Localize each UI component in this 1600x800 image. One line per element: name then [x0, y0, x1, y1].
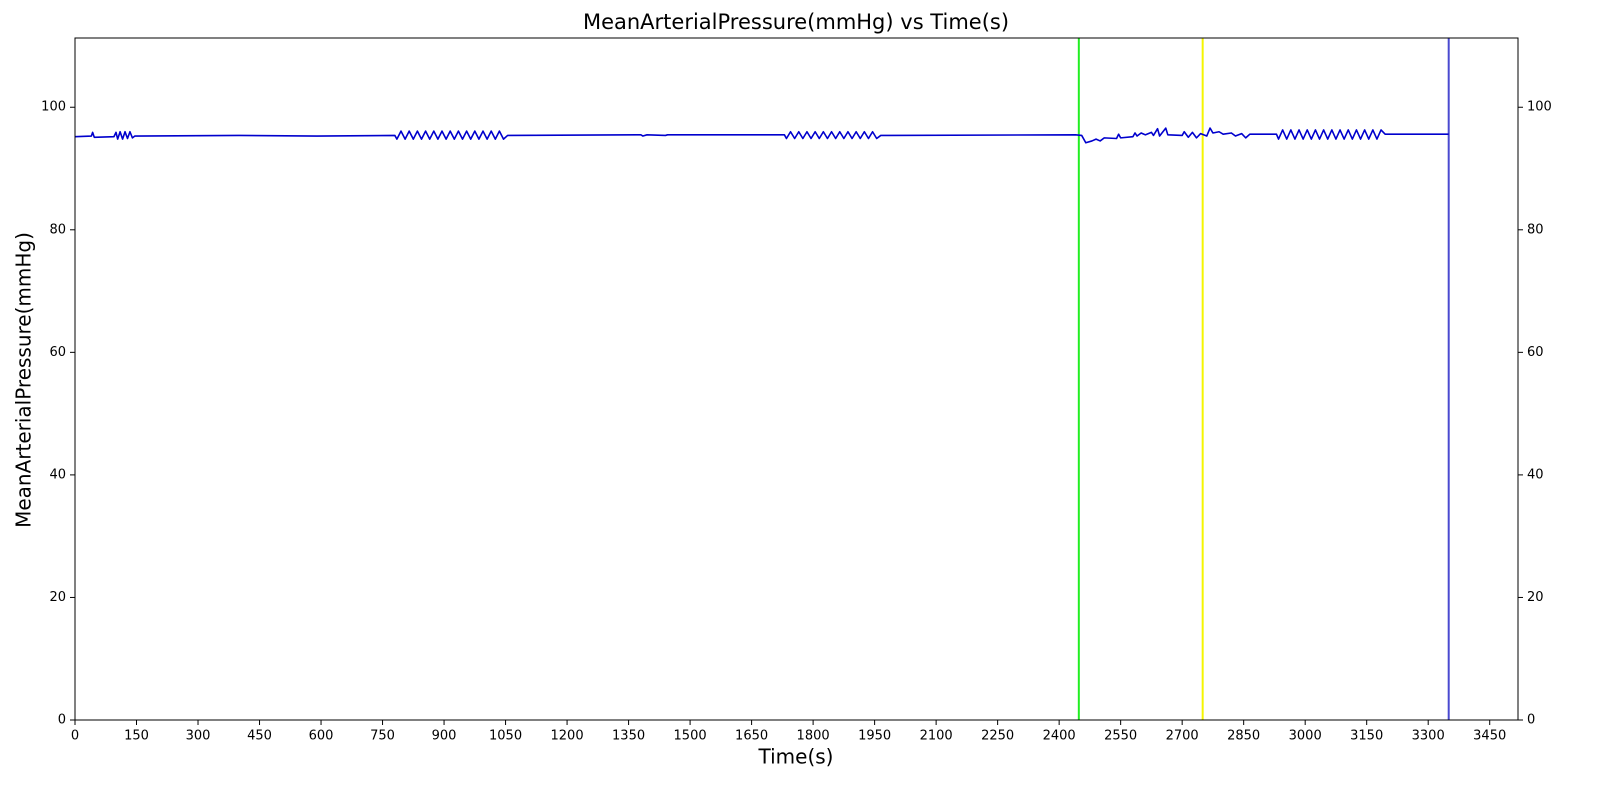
y-tick-label: 80: [49, 222, 66, 237]
x-tick-label: 2850: [1227, 729, 1260, 744]
x-tick-label: 2400: [1043, 729, 1076, 744]
x-tick-label: 2250: [981, 729, 1014, 744]
x-tick-label: 1650: [735, 729, 768, 744]
x-tick-label: 1200: [551, 729, 584, 744]
y2-tick-label: 100: [1527, 100, 1552, 115]
y-tick-label: 20: [49, 590, 66, 605]
x-tick-label: 300: [186, 729, 211, 744]
x-tick-label: 150: [124, 729, 149, 744]
x-tick-label: 600: [309, 729, 334, 744]
plot-frame: [74, 37, 1519, 721]
y-axis-label: MeanArterialPressure(mmHg): [12, 232, 36, 528]
y2-tick-label: 80: [1527, 222, 1544, 237]
x-tick-label: 750: [370, 729, 395, 744]
x-tick-label: 2550: [1104, 729, 1137, 744]
y-tick-label: 0: [58, 713, 66, 728]
y-tick-label: 100: [41, 100, 66, 115]
x-tick-label: 2700: [1166, 729, 1199, 744]
x-tick-label: 450: [247, 729, 272, 744]
x-tick-label: 3000: [1289, 729, 1322, 744]
y2-tick-label: 60: [1527, 345, 1544, 360]
y-tick-label: 60: [49, 345, 66, 360]
x-tick-label: 1500: [674, 729, 707, 744]
x-tick-label: 1350: [612, 729, 645, 744]
x-tick-label: 1950: [858, 729, 891, 744]
x-tick-label: 0: [71, 729, 79, 744]
x-tick-label: 3150: [1350, 729, 1383, 744]
y2-tick-label: 0: [1527, 713, 1535, 728]
x-tick-label: 1050: [489, 729, 522, 744]
y2-tick-label: 20: [1527, 590, 1544, 605]
chart-title: MeanArterialPressure(mmHg) vs Time(s): [583, 10, 1009, 34]
x-tick-label: 1800: [797, 729, 830, 744]
x-tick-label: 900: [432, 729, 457, 744]
x-tick-label: 3300: [1412, 729, 1445, 744]
y2-tick-label: 40: [1527, 467, 1544, 482]
x-tick-label: 3450: [1473, 729, 1506, 744]
data-line: [74, 127, 1449, 144]
y-tick-label: 40: [49, 467, 66, 482]
x-axis-label: Time(s): [758, 745, 834, 769]
x-tick-label: 2100: [920, 729, 953, 744]
